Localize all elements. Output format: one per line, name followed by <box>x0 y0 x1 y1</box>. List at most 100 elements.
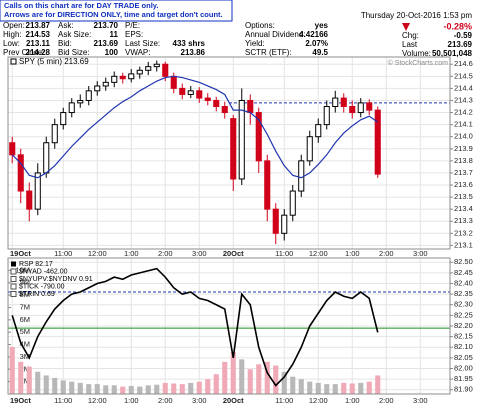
x-tick-label: 2:00 <box>379 396 394 405</box>
field-value: 2.07% <box>305 39 328 48</box>
y-tick-label: 82.20 <box>454 321 473 330</box>
volume-bar <box>137 386 143 394</box>
volume-bar <box>94 384 100 394</box>
x-tick-label: 2:00 <box>379 249 394 258</box>
x-tick-label: 12:00 <box>309 249 328 258</box>
x-tick-label: 19Oct <box>10 396 31 405</box>
note-line: Calls on this chart are for DAY TRADE on… <box>4 1 158 10</box>
x-tick-label: 3:00 <box>413 249 428 258</box>
volume-bar <box>239 359 245 394</box>
legend-label: RSP 82.17 <box>19 261 53 268</box>
volume-bar <box>358 382 364 394</box>
x-tick-label: 3:00 <box>192 396 207 405</box>
y-tick-label: 82.40 <box>454 278 473 287</box>
field-value: 213.87 <box>26 21 51 30</box>
plot-area <box>8 57 450 249</box>
candle-body <box>340 97 347 108</box>
plots: 213.1 213.2 213.3 213.4 213.5 213.6 213.7 213.8… <box>7 56 473 405</box>
candle-body <box>119 75 126 80</box>
candle-body <box>281 214 288 234</box>
candle-body <box>145 66 152 71</box>
field-value: 213.11 <box>26 39 51 48</box>
y-tick-label: 213.1 <box>454 240 473 249</box>
volume-bar <box>77 382 83 394</box>
x-tick-label: 2:00 <box>158 396 173 405</box>
field-label: Bid Size: <box>58 48 90 57</box>
x-tick-label: 12:00 <box>309 396 328 405</box>
y-tick-label: 213.9 <box>454 144 473 153</box>
volume-bar <box>120 386 126 394</box>
x-tick-label: 2:00 <box>158 249 173 258</box>
volume-bar <box>18 361 24 394</box>
volume-bar <box>307 381 313 394</box>
field-value: 213.70 <box>94 21 119 30</box>
legend-swatch <box>10 291 17 297</box>
y2-tick-label: 9M <box>20 278 30 287</box>
volume-bar <box>375 375 381 394</box>
legend-icon <box>10 58 17 65</box>
volume-bar <box>60 380 66 394</box>
candle-body <box>230 118 237 180</box>
field-value: 214.28 <box>26 48 51 57</box>
field-value: 433 shrs <box>173 39 206 48</box>
candle-body <box>94 85 101 92</box>
x-tick-label: 11:00 <box>54 249 72 258</box>
y-tick-label: 214.5 <box>454 71 473 80</box>
volume-bar <box>366 381 372 394</box>
volume-bar <box>52 377 58 394</box>
field-value: yes <box>315 21 329 30</box>
volume-bar <box>256 364 262 394</box>
y-tick-label: 213.7 <box>454 168 473 177</box>
x-tick-label: 20Oct <box>223 249 244 258</box>
candle-body <box>34 172 41 210</box>
field-label: Options: <box>245 21 275 30</box>
volume-bar <box>128 385 134 394</box>
candle-body <box>9 142 16 156</box>
moving-average <box>11 75 379 179</box>
volume-bar <box>9 347 15 394</box>
legend-swatch <box>10 268 17 275</box>
candle-body <box>51 124 58 144</box>
y-tick-label: 214.3 <box>454 95 473 104</box>
candle-body <box>306 136 313 162</box>
field-label: Ask Size: <box>58 30 91 39</box>
volume-bar <box>230 351 236 394</box>
candle-body <box>136 69 143 75</box>
y-tick-label: 214.4 <box>454 83 473 92</box>
candle-body <box>366 102 373 111</box>
x-tick-label: 1:00 <box>345 249 360 258</box>
volume-bar <box>171 383 177 394</box>
candle-body <box>102 81 109 87</box>
volume-bar <box>111 385 117 394</box>
y-tick-label: 214.6 <box>454 59 473 68</box>
y-tick-label: 82.05 <box>454 353 473 362</box>
volume-bar <box>247 369 253 394</box>
candle-body <box>349 106 356 114</box>
candle-body <box>162 63 169 77</box>
field-value: 213.69 <box>94 39 119 48</box>
volume-bar <box>86 384 92 394</box>
y2-tick-label: 7M <box>20 302 30 311</box>
candle-body <box>196 90 203 99</box>
candle-body <box>272 208 279 234</box>
y-tick-label: 213.6 <box>454 180 473 189</box>
y2-tick-label: 8M <box>20 290 30 299</box>
x-tick-label: 20Oct <box>223 396 244 405</box>
volume-bar <box>273 365 279 394</box>
volume-bar <box>179 384 185 394</box>
field-label: Last <box>402 40 418 49</box>
volume-bar <box>196 381 202 394</box>
x-tick-label: 3:00 <box>192 249 207 258</box>
y-tick-label: 81.95 <box>454 374 473 383</box>
candle-body <box>315 124 322 138</box>
candle-body <box>323 106 330 126</box>
plot-frame <box>7 257 451 395</box>
legend-swatch <box>11 261 16 267</box>
candle-body <box>85 90 92 101</box>
volume-bar <box>222 361 228 394</box>
candle-body <box>264 160 271 210</box>
candle-body <box>221 106 228 114</box>
down-arrow <box>402 23 410 31</box>
candle-body <box>60 112 67 126</box>
